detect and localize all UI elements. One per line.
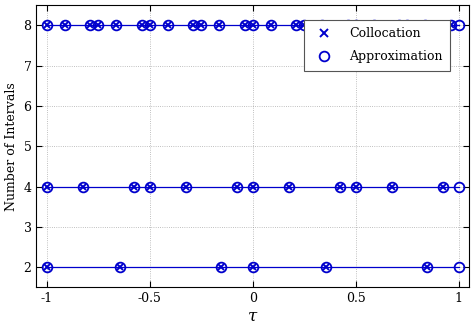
X-axis label: τ: τ	[248, 308, 257, 325]
Legend: Collocation, Approximation: Collocation, Approximation	[304, 20, 450, 71]
Y-axis label: Number of Intervals: Number of Intervals	[5, 82, 18, 211]
